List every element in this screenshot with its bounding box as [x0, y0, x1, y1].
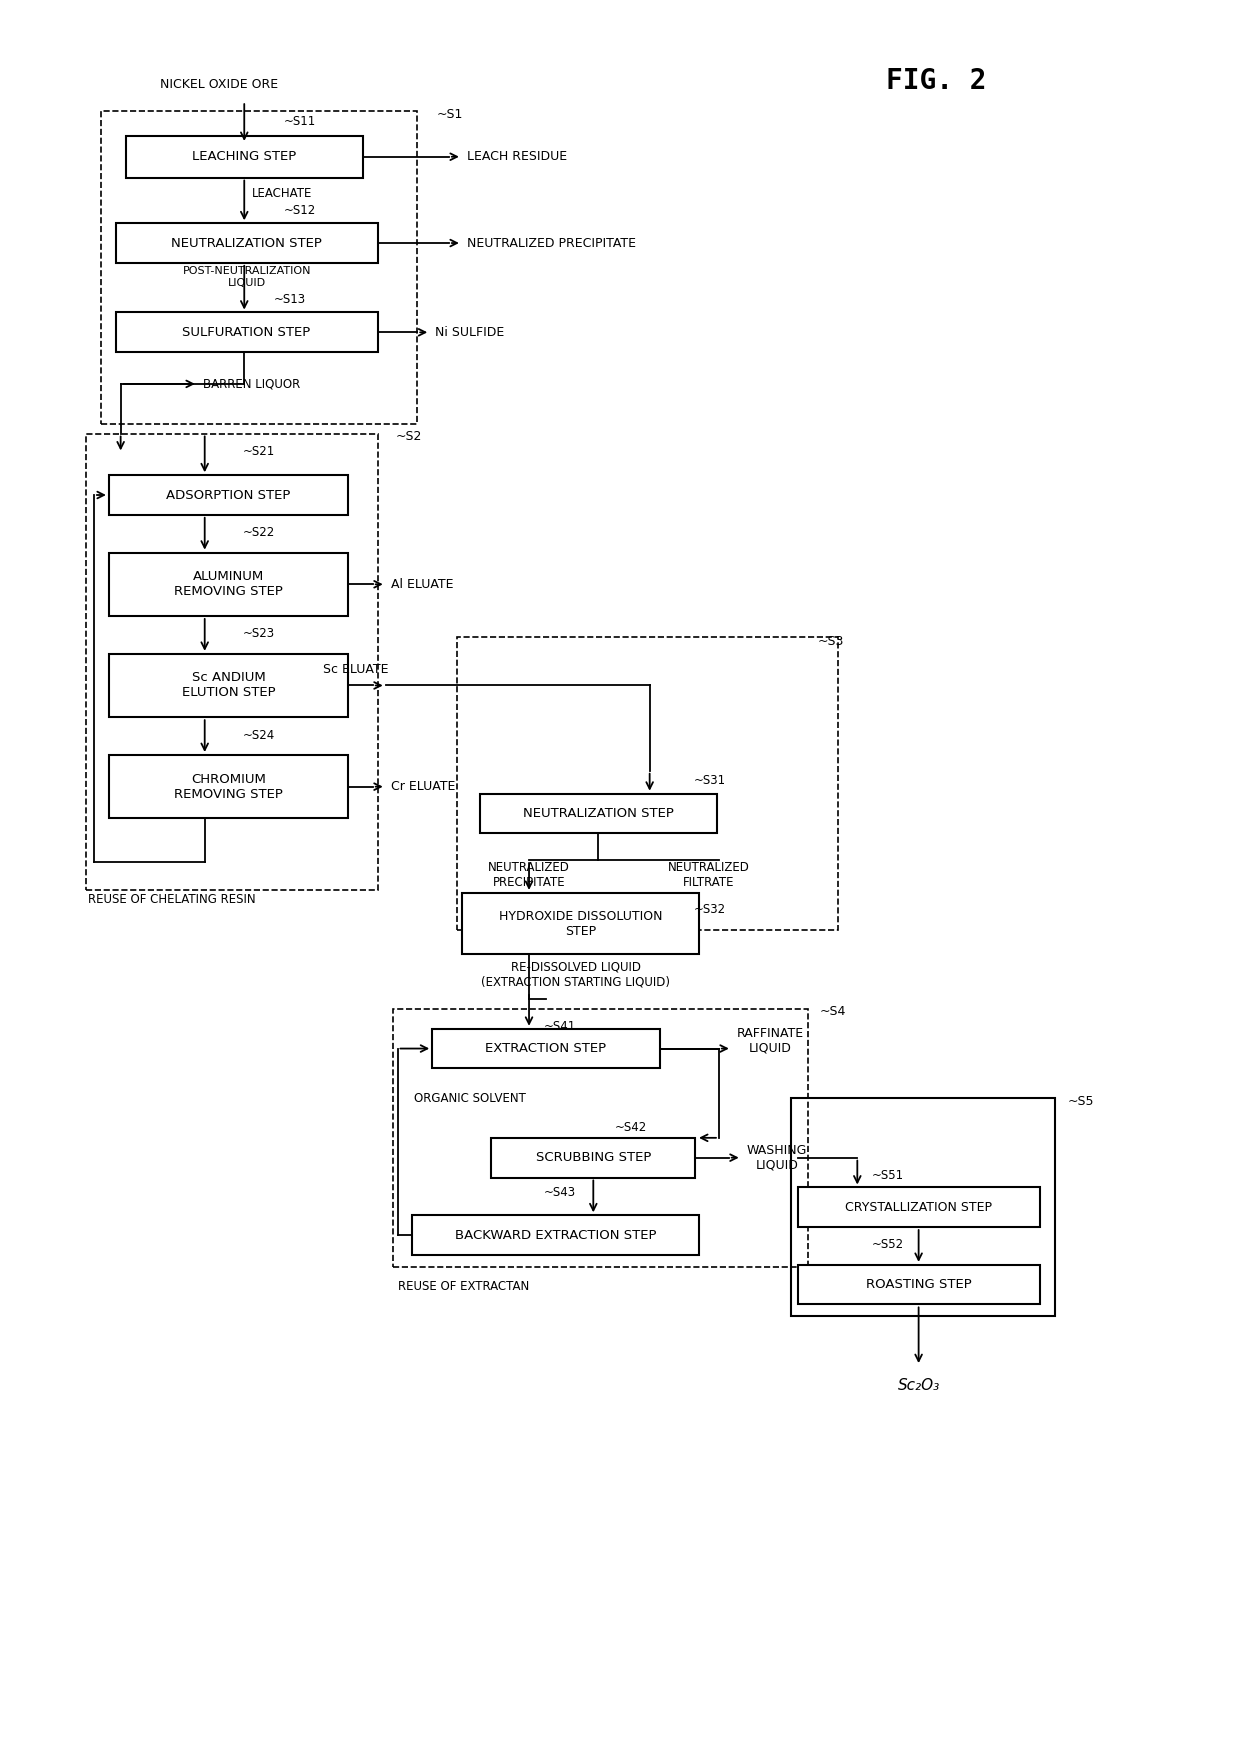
Text: ~S22: ~S22: [242, 526, 274, 538]
Text: RE-DISSOLVED LIQUID
(EXTRACTION STARTING LIQUID): RE-DISSOLVED LIQUID (EXTRACTION STARTING…: [481, 961, 670, 988]
Bar: [461, 893, 699, 954]
Text: HYDROXIDE DISSOLUTION
STEP: HYDROXIDE DISSOLUTION STEP: [498, 910, 662, 938]
Text: LEACHING STEP: LEACHING STEP: [192, 149, 296, 163]
Text: Ni SULFIDE: Ni SULFIDE: [435, 327, 505, 339]
Text: NEUTRALIZED PRECIPITATE: NEUTRALIZED PRECIPITATE: [466, 236, 636, 250]
Bar: [115, 222, 378, 262]
Text: NEUTRALIZATION STEP: NEUTRALIZATION STEP: [171, 236, 321, 250]
Text: Sc ELUATE: Sc ELUATE: [324, 664, 389, 676]
Bar: [413, 1216, 699, 1254]
Text: CHROMIUM
REMOVING STEP: CHROMIUM REMOVING STEP: [174, 773, 283, 801]
Text: ~S41: ~S41: [544, 1020, 577, 1034]
Text: ~S4: ~S4: [820, 1006, 846, 1018]
Text: EXTRACTION STEP: EXTRACTION STEP: [485, 1042, 606, 1054]
Bar: [456, 637, 837, 929]
Text: BACKWARD EXTRACTION STEP: BACKWARD EXTRACTION STEP: [455, 1228, 656, 1242]
Text: ORGANIC SOLVENT: ORGANIC SOLVENT: [414, 1091, 526, 1105]
Text: NEUTRALIZED
PRECIPITATE: NEUTRALIZED PRECIPITATE: [489, 862, 570, 889]
Text: Al ELUATE: Al ELUATE: [391, 578, 453, 591]
Text: ~S52: ~S52: [872, 1238, 904, 1251]
Text: ~S43: ~S43: [544, 1186, 577, 1199]
Text: ~S42: ~S42: [615, 1122, 647, 1134]
Bar: [109, 653, 348, 717]
Text: ROASTING STEP: ROASTING STEP: [866, 1278, 971, 1291]
Bar: [432, 1028, 660, 1068]
Text: ~S11: ~S11: [284, 115, 316, 127]
Text: ~S21: ~S21: [242, 445, 274, 459]
Bar: [109, 476, 348, 514]
Text: ~S13: ~S13: [274, 294, 306, 306]
Bar: [125, 135, 363, 177]
Bar: [109, 552, 348, 617]
Bar: [799, 1188, 1040, 1226]
Text: ~S12: ~S12: [284, 203, 316, 217]
Text: Sc₂O₃: Sc₂O₃: [898, 1379, 940, 1393]
Bar: [791, 1098, 1055, 1317]
Text: LEACH RESIDUE: LEACH RESIDUE: [466, 149, 567, 163]
Text: ~S24: ~S24: [242, 728, 274, 742]
Text: REUSE OF CHELATING RESIN: REUSE OF CHELATING RESIN: [88, 893, 255, 907]
Text: REUSE OF EXTRACTAN: REUSE OF EXTRACTAN: [398, 1280, 528, 1292]
Bar: [109, 756, 348, 818]
Bar: [393, 1009, 808, 1266]
Text: CRYSTALLIZATION STEP: CRYSTALLIZATION STEP: [846, 1200, 992, 1214]
Text: BARREN LIQUOR: BARREN LIQUOR: [202, 377, 300, 391]
Text: SCRUBBING STEP: SCRUBBING STEP: [536, 1152, 651, 1164]
Text: ALUMINUM
REMOVING STEP: ALUMINUM REMOVING STEP: [174, 570, 283, 598]
Text: SULFURATION STEP: SULFURATION STEP: [182, 327, 310, 339]
Text: NEUTRALIZATION STEP: NEUTRALIZATION STEP: [523, 808, 673, 820]
Bar: [115, 313, 378, 353]
Text: NICKEL OXIDE ORE: NICKEL OXIDE ORE: [160, 78, 278, 90]
Text: ~S3: ~S3: [817, 636, 844, 648]
Bar: [480, 794, 717, 834]
Text: ~S32: ~S32: [694, 903, 727, 915]
Text: Cr ELUATE: Cr ELUATE: [391, 780, 455, 794]
Text: ~S31: ~S31: [694, 775, 727, 787]
Text: ADSORPTION STEP: ADSORPTION STEP: [166, 488, 290, 502]
Text: LEACHATE: LEACHATE: [252, 188, 312, 200]
Text: RAFFINATE
LIQUID: RAFFINATE LIQUID: [737, 1027, 804, 1054]
Text: ~S23: ~S23: [242, 627, 274, 641]
Text: ~S2: ~S2: [396, 431, 422, 443]
Bar: [491, 1138, 696, 1178]
Text: ~S1: ~S1: [436, 108, 464, 120]
Text: POST-NEUTRALIZATION
LIQUID: POST-NEUTRALIZATION LIQUID: [184, 266, 311, 288]
Text: FIG. 2: FIG. 2: [887, 68, 987, 96]
Text: NEUTRALIZED
FILTRATE: NEUTRALIZED FILTRATE: [668, 862, 750, 889]
Text: ~S5: ~S5: [1068, 1094, 1095, 1108]
Bar: [100, 111, 418, 424]
Text: ~S51: ~S51: [872, 1169, 904, 1181]
Bar: [86, 434, 378, 889]
Text: Sc ANDIUM
ELUTION STEP: Sc ANDIUM ELUTION STEP: [181, 672, 275, 700]
Bar: [799, 1265, 1040, 1304]
Text: WASHING
LIQUID: WASHING LIQUID: [746, 1143, 807, 1172]
